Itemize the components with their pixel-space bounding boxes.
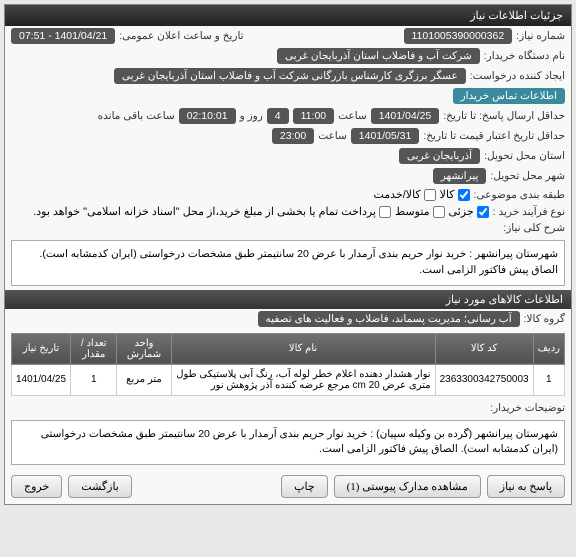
td-qty: 1 bbox=[71, 364, 117, 395]
goods-group-value: آب رسانی؛ مدیریت پسماند، فاضلاب و فعالیت… bbox=[258, 311, 520, 327]
checkbox-service-input[interactable] bbox=[424, 189, 436, 201]
checkbox-service[interactable]: کالا/خدمت bbox=[373, 188, 435, 201]
announce-date-label: تاریخ و ساعت اعلان عمومی: bbox=[119, 30, 243, 42]
checkbox-partial[interactable]: جزئی bbox=[449, 205, 489, 218]
th-row: ردیف bbox=[533, 333, 564, 364]
deadline-date-value: 1401/04/25 bbox=[371, 108, 440, 124]
checkbox-mid-label: متوسط bbox=[395, 205, 430, 218]
checkbox-payment-input[interactable] bbox=[379, 206, 391, 218]
row-general-desc-label: شرح کلی نیاز: bbox=[5, 220, 571, 236]
validity-label: حداقل تاریخ اعتبار قیمت تا تاریخ: bbox=[423, 130, 565, 142]
province-value: آذربایجان غربی bbox=[399, 148, 480, 164]
goods-table: ردیف کد کالا نام کالا واحد شمارش تعداد /… bbox=[11, 333, 565, 396]
province-label: استان محل تحویل: bbox=[484, 150, 565, 162]
panel-title: جزئیات اطلاعات نیاز bbox=[5, 5, 571, 26]
print-button[interactable]: چاپ bbox=[281, 475, 328, 498]
contact-info-link[interactable]: اطلاعات تماس خریدار bbox=[453, 88, 565, 104]
city-value: پیرانشهر bbox=[433, 168, 487, 184]
td-date: 1401/04/25 bbox=[12, 364, 71, 395]
th-unit: واحد شمارش bbox=[117, 333, 171, 364]
days-label: روز و bbox=[240, 110, 263, 122]
general-desc-box: شهرستان پیرانشهر : خرید نوار حریم بندی آ… bbox=[11, 240, 565, 286]
exit-button[interactable]: خروج bbox=[11, 475, 62, 498]
checkbox-partial-input[interactable] bbox=[477, 206, 489, 218]
attachments-button[interactable]: مشاهده مدارک پیوستی (1) bbox=[334, 475, 481, 498]
buyer-device-value: شرکت آب و فاضلاب استان آذربایجان غربی bbox=[277, 48, 480, 64]
th-code: کد کالا bbox=[435, 333, 533, 364]
general-desc-label: شرح کلی نیاز: bbox=[503, 222, 565, 234]
need-number-value: 1101005390000362 bbox=[404, 28, 513, 44]
row-province: استان محل تحویل: آذربایجان غربی bbox=[5, 146, 571, 166]
td-unit: متر مربع bbox=[117, 364, 171, 395]
time-remaining-label: ساعت باقی مانده bbox=[98, 110, 175, 122]
th-name: نام کالا bbox=[171, 333, 435, 364]
row-validity: حداقل تاریخ اعتبار قیمت تا تاریخ: 1401/0… bbox=[5, 126, 571, 146]
deadline-hour-value: 11:00 bbox=[293, 108, 335, 124]
row-request-creator: ایجاد کننده درخواست: عسگر برزگری کارشناس… bbox=[5, 66, 571, 106]
td-code: 2363300342750003 bbox=[435, 364, 533, 395]
deadline-label: حداقل ارسال پاسخ: تا تاریخ: bbox=[443, 110, 565, 122]
request-creator-label: ایجاد کننده درخواست: bbox=[470, 70, 565, 82]
row-buyer-device: نام دستگاه خریدار: شرکت آب و فاضلاب استا… bbox=[5, 46, 571, 66]
table-header-row: ردیف کد کالا نام کالا واحد شمارش تعداد /… bbox=[12, 333, 565, 364]
checkbox-partial-label: جزئی bbox=[449, 205, 474, 218]
validity-hour-label: ساعت bbox=[318, 130, 347, 142]
validity-date-value: 1401/05/31 bbox=[351, 128, 420, 144]
buyer-notes-box: شهرستان پیرانشهر (گرده بن وکیله سپیان) :… bbox=[11, 420, 565, 466]
process-label: نوع فرآیند خرید : bbox=[493, 206, 565, 218]
buttons-row: پاسخ به نیاز مشاهده مدارک پیوستی (1) چاپ… bbox=[5, 469, 571, 504]
category-label: طبقه بندی موضوعی: bbox=[474, 189, 565, 201]
need-number-label: شماره نیاز: bbox=[516, 30, 565, 42]
th-date: تاریخ نیاز bbox=[12, 333, 71, 364]
payment-note: پرداخت تمام یا بخشی از مبلغ خرید،از محل … bbox=[33, 205, 376, 218]
td-name: نوار هشدار دهنده اعلام خطر لوله آب، رنگ … bbox=[171, 364, 435, 395]
row-city: شهر محل تحویل: پیرانشهر bbox=[5, 166, 571, 186]
deadline-hour-label: ساعت bbox=[338, 110, 367, 122]
checkbox-mid-input[interactable] bbox=[433, 206, 445, 218]
checkbox-goods-input[interactable] bbox=[458, 189, 470, 201]
row-category: طبقه بندی موضوعی: کالا کالا/خدمت bbox=[5, 186, 571, 203]
goods-info-header: اطلاعات کالاهای مورد نیاز bbox=[5, 290, 571, 309]
table-row: 1 2363300342750003 نوار هشدار دهنده اعلا… bbox=[12, 364, 565, 395]
checkbox-mid[interactable]: متوسط bbox=[395, 205, 445, 218]
buyer-notes-label: توضیحات خریدار: bbox=[490, 402, 565, 414]
city-label: شهر محل تحویل: bbox=[490, 170, 565, 182]
buyer-device-label: نام دستگاه خریدار: bbox=[484, 50, 565, 62]
row-process: نوع فرآیند خرید : جزئی متوسط پرداخت تمام… bbox=[5, 203, 571, 220]
checkbox-service-label: کالا/خدمت bbox=[373, 188, 420, 201]
details-panel: جزئیات اطلاعات نیاز شماره نیاز: 11010053… bbox=[4, 4, 572, 505]
td-row: 1 bbox=[533, 364, 564, 395]
time-remaining-value: 02:10:01 bbox=[179, 108, 236, 124]
checkbox-goods-label: کالا bbox=[440, 188, 455, 201]
checkbox-payment[interactable]: پرداخت تمام یا بخشی از مبلغ خرید،از محل … bbox=[33, 205, 391, 218]
days-value: 4 bbox=[267, 108, 289, 124]
goods-group-label: گروه کالا: bbox=[524, 313, 565, 325]
back-button[interactable]: بازگشت bbox=[68, 475, 132, 498]
reply-button[interactable]: پاسخ به نیاز bbox=[487, 475, 565, 498]
row-deadline: حداقل ارسال پاسخ: تا تاریخ: 1401/04/25 س… bbox=[5, 106, 571, 126]
checkbox-goods[interactable]: کالا bbox=[440, 188, 470, 201]
th-qty: تعداد / مقدار bbox=[71, 333, 117, 364]
request-creator-value: عسگر برزگری کارشناس بازرگانی شرکت آب و ف… bbox=[114, 68, 466, 84]
row-buyer-notes-label: توضیحات خریدار: bbox=[5, 400, 571, 416]
validity-hour-value: 23:00 bbox=[272, 128, 314, 144]
row-need-number: شماره نیاز: 1101005390000362 تاریخ و ساع… bbox=[5, 26, 571, 46]
announce-date-value: 1401/04/21 - 07:51 bbox=[11, 28, 115, 44]
row-goods-group: گروه کالا: آب رسانی؛ مدیریت پسماند، فاضل… bbox=[5, 309, 571, 329]
